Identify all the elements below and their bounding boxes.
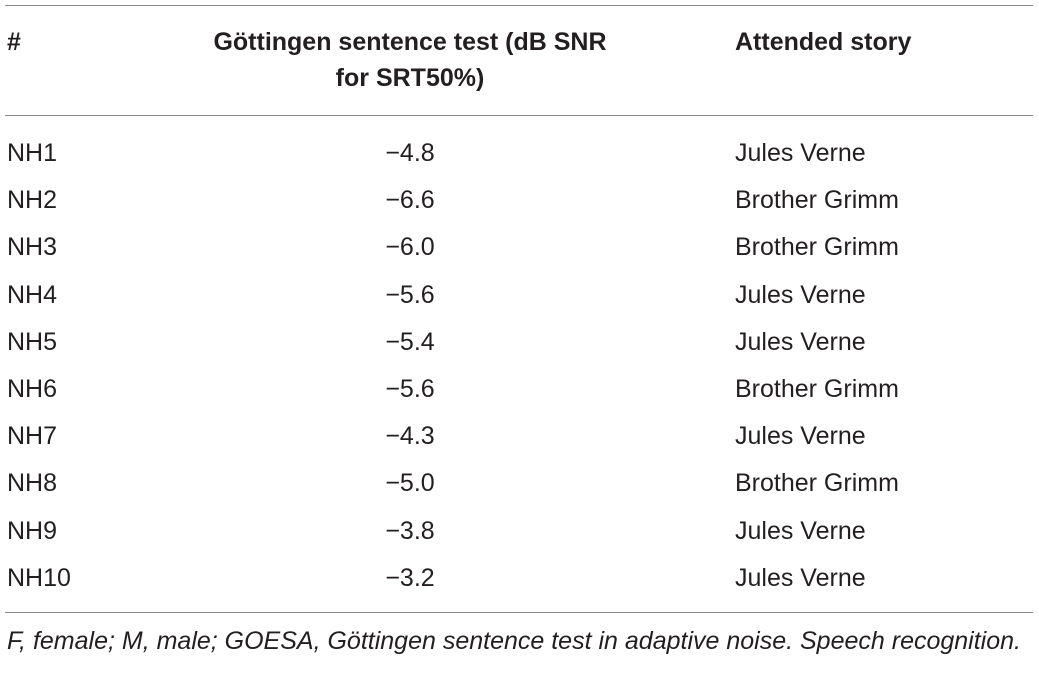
table-cell: −3.2 (385, 563, 435, 592)
table-cell: NH6 (7, 375, 58, 403)
table-cell: NH2 (7, 186, 58, 215)
table-cell: Brother Grimm (735, 186, 899, 215)
table-cell: Jules Verne (735, 139, 866, 167)
table-cell: NH7 (7, 422, 58, 451)
table-cell: −5.6 (385, 280, 435, 309)
table-cell: −3.8 (385, 516, 435, 545)
table-cell: NH1 (7, 139, 58, 167)
table-cell: −4.3 (385, 422, 435, 451)
table-cell: NH5 (7, 327, 58, 356)
table-cell: −5.0 (385, 469, 435, 498)
table-cell: NH10 (7, 563, 71, 592)
bottom-rule (5, 612, 1033, 613)
table-cell: −6.0 (385, 233, 435, 262)
table-cell: Brother Grimm (735, 375, 899, 403)
header-cell: # (7, 28, 21, 56)
table-cell: −6.6 (385, 186, 435, 215)
table-cell: Jules Verne (735, 327, 866, 356)
table-cell: NH4 (7, 280, 58, 309)
table-cell: Jules Verne (735, 422, 866, 451)
table-cell: Brother Grimm (735, 233, 899, 262)
table-cell: NH8 (7, 469, 58, 498)
table-cell: NH3 (7, 233, 58, 262)
table-cell: −5.6 (385, 375, 435, 403)
header-rule (5, 115, 1033, 116)
table-cell: Jules Verne (735, 563, 866, 592)
header-cell: Attended story (735, 28, 912, 56)
table-cell: Jules Verne (735, 280, 866, 309)
top-rule (5, 5, 1033, 6)
footnote: F, female; M, male; GOESA, Göttingen sen… (7, 627, 1021, 655)
header-cell: Göttingen sentence test (dB SNR for SRT5… (213, 28, 607, 92)
table-cell: NH9 (7, 516, 58, 545)
table-cell: Jules Verne (735, 516, 866, 545)
table-cell: −4.8 (385, 139, 435, 167)
table-cell: Brother Grimm (735, 469, 899, 498)
table-cell: −5.4 (385, 327, 435, 356)
